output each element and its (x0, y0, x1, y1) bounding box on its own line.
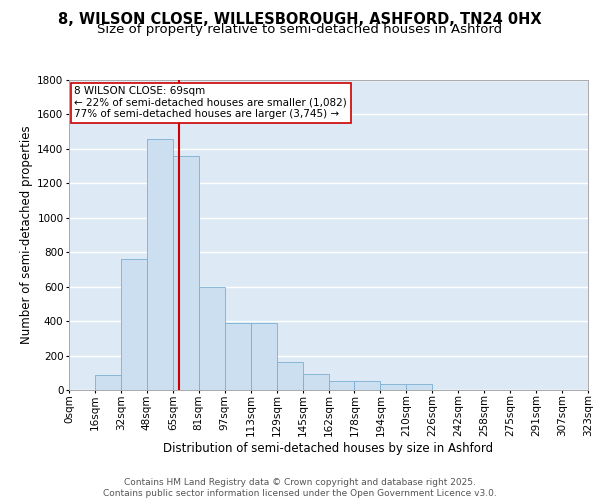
Bar (380, 384, 406, 390)
Text: Size of property relative to semi-detached houses in Ashford: Size of property relative to semi-detach… (97, 24, 503, 36)
Bar (173, 156, 199, 390)
Text: 8, WILSON CLOSE, WILLESBOROUGH, ASHFORD, TN24 0HX: 8, WILSON CLOSE, WILLESBOROUGH, ASHFORD,… (58, 12, 542, 28)
Bar (302, 374, 329, 390)
Y-axis label: Number of semi-detached properties: Number of semi-detached properties (20, 126, 33, 344)
Bar (355, 382, 380, 390)
Bar (406, 384, 432, 390)
Text: Contains HM Land Registry data © Crown copyright and database right 2025.
Contai: Contains HM Land Registry data © Crown c… (103, 478, 497, 498)
Bar (329, 382, 355, 390)
Bar (121, 259, 147, 390)
Bar (225, 323, 251, 390)
Bar (95, 374, 121, 390)
Bar (251, 323, 277, 390)
Bar (199, 286, 224, 390)
Text: 8 WILSON CLOSE: 69sqm
← 22% of semi-detached houses are smaller (1,082)
77% of s: 8 WILSON CLOSE: 69sqm ← 22% of semi-deta… (74, 86, 347, 120)
X-axis label: Distribution of semi-detached houses by size in Ashford: Distribution of semi-detached houses by … (163, 442, 494, 455)
Bar (277, 362, 302, 390)
Bar (147, 138, 173, 390)
